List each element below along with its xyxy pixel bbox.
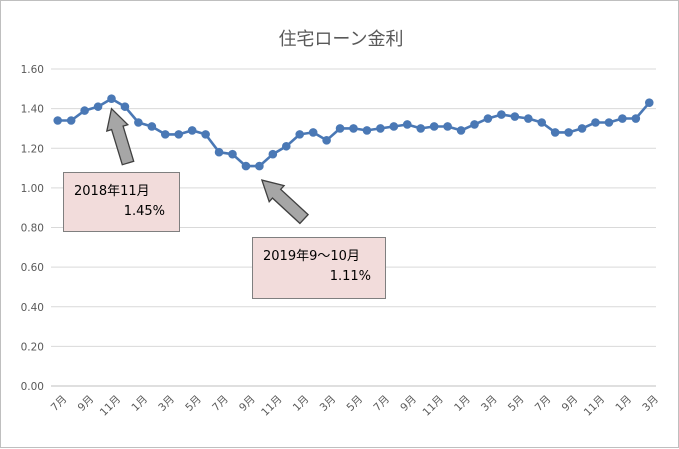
data-point — [604, 118, 614, 127]
x-tick-label: 1月 — [613, 393, 634, 414]
data-point — [187, 126, 197, 135]
data-point — [483, 114, 493, 123]
data-point — [470, 120, 479, 129]
data-point — [510, 112, 520, 121]
x-tick-label: 1月 — [129, 393, 150, 414]
x-tick-label: 5月 — [506, 393, 527, 414]
x-tick-label: 9月 — [398, 393, 419, 414]
x-tick-label: 3月 — [479, 393, 500, 414]
data-point — [228, 149, 237, 159]
x-tick-label: 1月 — [291, 393, 312, 414]
x-tick-label: 7月 — [371, 393, 392, 414]
data-point — [537, 118, 547, 127]
data-point — [376, 124, 385, 133]
x-tick-label: 9月 — [560, 393, 581, 414]
y-tick-label: 0.00 — [21, 381, 44, 393]
data-point — [147, 122, 157, 131]
data-point — [134, 118, 143, 127]
data-point — [550, 128, 560, 137]
arrow-to-2018-november — [105, 107, 135, 166]
x-tick-label: 3月 — [640, 393, 661, 414]
data-point — [255, 161, 264, 171]
y-axis-tick-labels: 0.00 0.20 0.40 0.60 0.80 1.00 1.20 1.40 1.60 — [21, 64, 44, 393]
x-tick-label: 9月 — [76, 393, 97, 414]
data-point — [241, 161, 251, 171]
data-point — [335, 124, 345, 133]
callout-2019-september-october: 2019年9～10月 1.11% — [252, 237, 386, 299]
series-interest-rate — [53, 94, 654, 171]
data-point — [80, 106, 89, 115]
x-tick-label: 11月 — [420, 393, 445, 418]
data-point — [66, 116, 76, 125]
data-point — [456, 126, 466, 135]
x-tick-label: 7月 — [533, 393, 554, 414]
data-point — [644, 98, 654, 107]
data-point — [308, 128, 318, 137]
x-tick-label: 1月 — [452, 393, 473, 414]
data-point — [295, 130, 305, 139]
data-point — [214, 147, 224, 157]
data-point — [322, 136, 331, 145]
x-tick-label: 11月 — [98, 393, 123, 418]
x-tick-label: 5月 — [183, 393, 204, 414]
x-axis-tick-labels: 7月 9月 11月 1月 3月 5月 7月 9月 11月 1月 3月 5月 7月 9月 11月 1月 3月 5月 7… — [49, 393, 661, 418]
data-point — [631, 114, 641, 123]
data-point — [564, 128, 573, 137]
data-point — [174, 130, 184, 139]
y-tick-label: 0.40 — [21, 302, 44, 314]
y-tick-label: 1.60 — [21, 64, 44, 76]
x-tick-label: 11月 — [582, 393, 607, 418]
data-point — [402, 120, 412, 129]
y-tick-label: 0.20 — [21, 341, 44, 353]
y-tick-label: 1.20 — [21, 143, 44, 155]
y-tick-label: 1.00 — [21, 183, 44, 195]
data-point — [107, 94, 116, 104]
arrow-to-2019-september — [260, 179, 310, 225]
x-tick-label: 7月 — [49, 393, 70, 414]
data-point — [577, 124, 587, 133]
chart-title: 住宅ローン金利 — [278, 29, 403, 50]
y-tick-label: 1.40 — [21, 104, 44, 116]
callout-arrows — [105, 107, 310, 225]
data-point — [349, 124, 358, 133]
data-point — [591, 118, 600, 127]
callout-date-label: 2019年9～10月 — [263, 249, 360, 264]
data-point — [443, 122, 452, 131]
data-point — [618, 114, 627, 123]
y-tick-label: 0.60 — [21, 262, 44, 274]
data-point — [201, 130, 210, 139]
y-tick-label: 0.80 — [21, 223, 44, 235]
x-tick-label: 3月 — [156, 393, 177, 414]
x-tick-label: 5月 — [345, 393, 366, 414]
callout-date-label: 2018年11月 — [74, 184, 150, 199]
data-point — [497, 110, 506, 119]
x-tick-label: 7月 — [210, 393, 231, 414]
data-point — [120, 102, 130, 111]
data-point — [416, 124, 426, 133]
data-point — [362, 126, 372, 135]
data-point — [268, 149, 278, 159]
callout-rate-label: 1.45% — [123, 204, 165, 219]
callout-rate-label: 1.11% — [329, 269, 371, 284]
data-point — [429, 122, 439, 131]
x-tick-label: 9月 — [237, 393, 258, 414]
data-point — [281, 141, 291, 151]
data-point — [523, 114, 533, 123]
data-point — [389, 122, 399, 131]
x-tick-label: 3月 — [318, 393, 339, 414]
data-point — [93, 102, 103, 111]
data-point — [53, 116, 63, 125]
callout-2018-november: 2018年11月 1.45% — [63, 172, 180, 232]
x-tick-label: 11月 — [259, 393, 284, 418]
data-point — [160, 130, 170, 139]
